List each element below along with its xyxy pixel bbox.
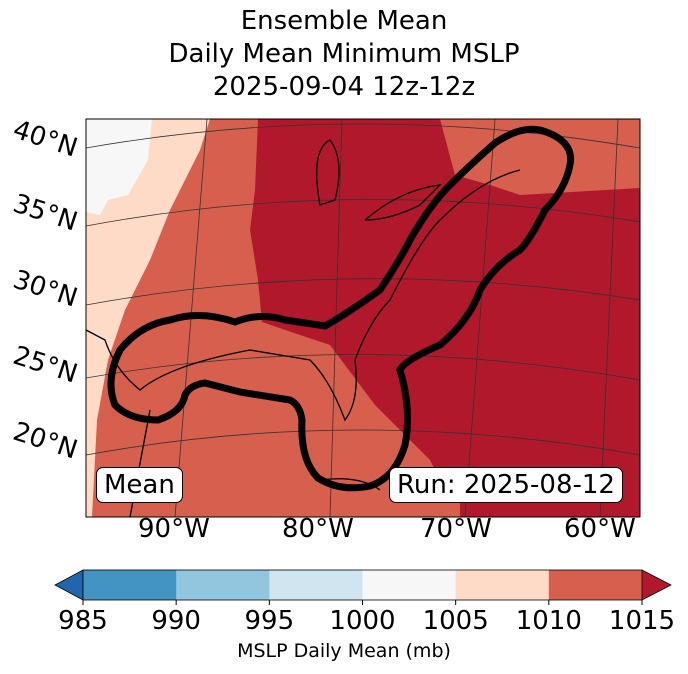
colorbar-under-arrow: [54, 569, 84, 601]
colorbar-segment: [455, 570, 550, 600]
colorbar-segment: [83, 570, 177, 600]
colorbar-tick-label: 990: [151, 606, 201, 636]
title-line-1: Ensemble Mean: [240, 6, 448, 36]
mean-label: Mean: [96, 467, 183, 503]
colorbar-segment: [548, 570, 643, 600]
colorbar-over-arrow: [641, 569, 672, 601]
coastlines: [86, 139, 521, 517]
run-label: Run: 2025-08-12: [389, 467, 623, 503]
lon-label-90w: 90°W: [138, 514, 210, 544]
contour-line: [107, 125, 575, 492]
colorbar-label: MSLP Daily Mean (mb): [237, 640, 451, 662]
lon-label-70w: 70°W: [420, 514, 492, 544]
title-line-2: Daily Mean Minimum MSLP: [168, 39, 520, 69]
lon-label-80w: 80°W: [282, 514, 354, 544]
colorbar-tick-label: 995: [244, 606, 295, 636]
colorbar-segment: [269, 570, 363, 600]
colorbar-tick-label: 1000: [329, 606, 396, 636]
map-frame: [85, 118, 641, 518]
colorbar: [54, 569, 672, 605]
field-1000-1005: [86, 119, 152, 215]
colorbar-tick-label: 985: [58, 606, 108, 636]
colorbar-tick-label: 1010: [515, 606, 582, 636]
lon-label-60w: 60°W: [564, 514, 636, 544]
colorbar-tick-label: 1005: [422, 606, 489, 636]
colorbar-segment: [176, 570, 270, 600]
title-line-3: 2025-09-04 12z-12z: [212, 72, 476, 102]
colorbar-segment: [362, 570, 457, 600]
field-1005-1010: [86, 119, 210, 517]
colorbar-tick-label: 1015: [608, 606, 676, 636]
